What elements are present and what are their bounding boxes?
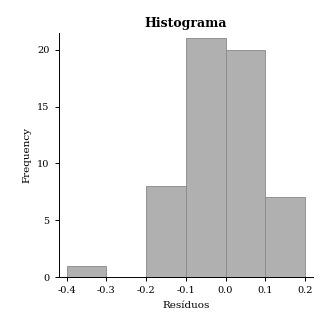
Bar — [67, 266, 106, 277]
X-axis label: Resíduos: Resíduos — [162, 301, 210, 310]
Y-axis label: Frequency: Frequency — [23, 127, 32, 183]
Bar — [146, 186, 186, 277]
Bar — [265, 198, 305, 277]
Bar — [226, 50, 265, 277]
Bar — [186, 38, 226, 277]
Title: Histograma: Histograma — [144, 17, 227, 30]
